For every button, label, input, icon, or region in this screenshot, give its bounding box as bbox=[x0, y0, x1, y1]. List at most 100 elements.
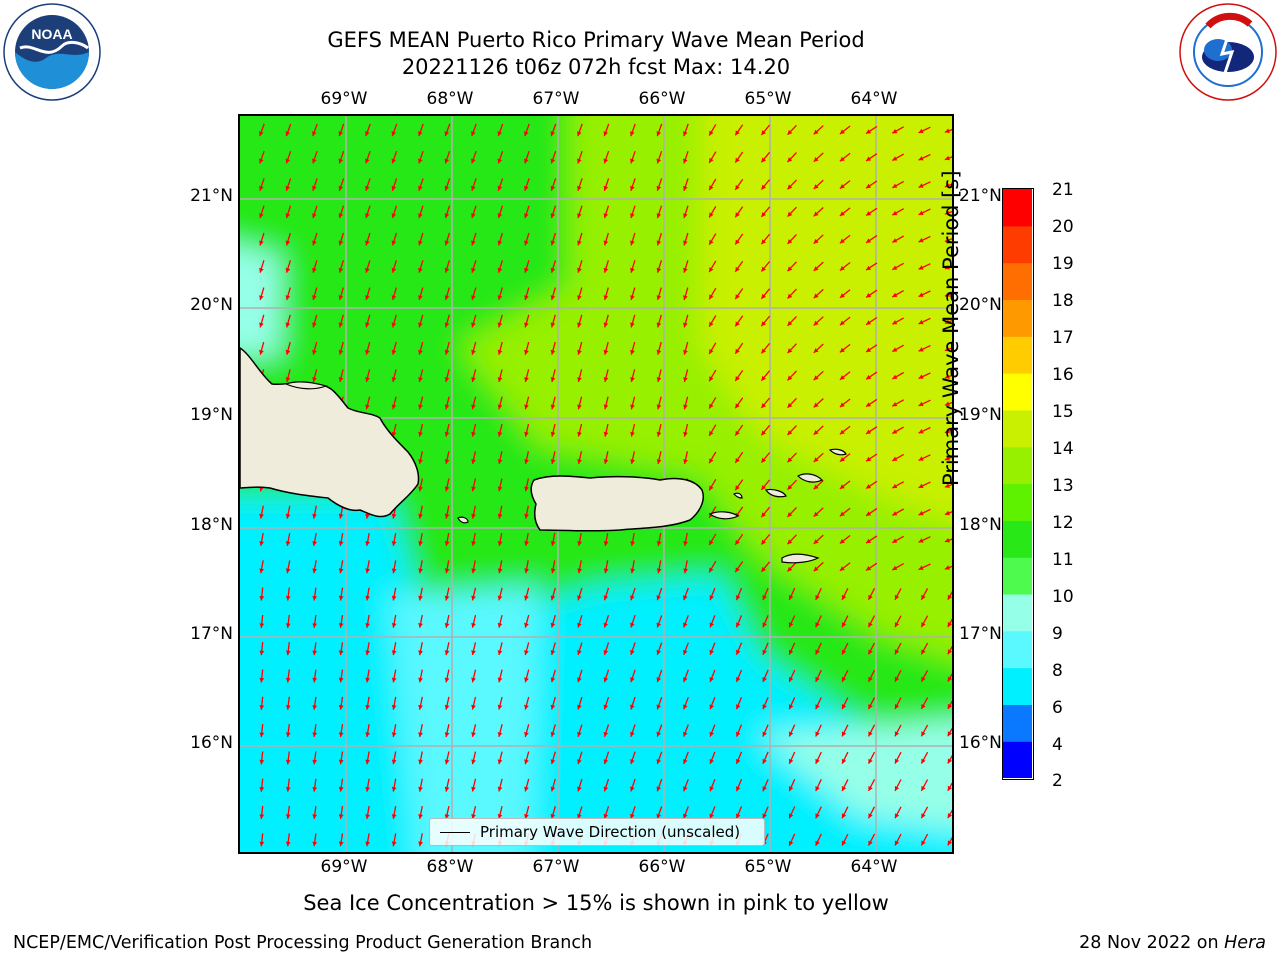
wave-arrow-head bbox=[709, 704, 714, 710]
wave-arrow-head bbox=[259, 650, 265, 656]
wave-arrow-head bbox=[577, 349, 582, 355]
wave-arrow-head bbox=[603, 158, 609, 164]
wave-arrow-head bbox=[365, 623, 370, 628]
wave-arrow-head bbox=[866, 484, 872, 489]
wave-arrow-head bbox=[471, 814, 476, 819]
wave-arrow-head bbox=[787, 430, 793, 435]
wave-arrow-head bbox=[761, 266, 766, 272]
wave-arrow-head bbox=[550, 759, 556, 765]
lon-label-bottom: 64°W bbox=[850, 857, 898, 877]
wave-arrow-head bbox=[524, 677, 529, 683]
wave-arrow-head bbox=[418, 158, 423, 164]
wave-arrow-head bbox=[947, 813, 952, 819]
wave-arrow-head bbox=[918, 265, 924, 270]
wave-arrow-head bbox=[524, 267, 529, 273]
wave-arrow-head bbox=[709, 376, 714, 382]
wave-arrow-head bbox=[577, 404, 582, 410]
wave-arrow-head bbox=[918, 538, 924, 543]
wave-arrow-head bbox=[709, 130, 714, 136]
wave-arrow-head bbox=[892, 374, 898, 379]
wave-arrow-head bbox=[656, 459, 662, 464]
wave-arrow-head bbox=[787, 321, 793, 326]
wave-arrow-head bbox=[656, 158, 662, 164]
wave-arrow-head bbox=[418, 322, 423, 328]
colorbar-tick: 19 bbox=[1052, 254, 1074, 274]
wave-arrow-head bbox=[947, 622, 952, 627]
wave-arrow-head bbox=[524, 349, 529, 355]
wave-arrow-head bbox=[259, 131, 264, 137]
wave-arrow-head bbox=[813, 184, 819, 189]
lat-label-right: 18°N bbox=[959, 515, 1002, 535]
wave-arrow-head bbox=[285, 240, 291, 246]
wave-arrow-head bbox=[868, 704, 873, 710]
wave-arrow-head bbox=[630, 431, 635, 437]
wave-arrow-head bbox=[603, 349, 609, 355]
wave-arrow-head bbox=[866, 538, 872, 544]
wave-arrow-head bbox=[550, 377, 556, 382]
wave-arrow-head bbox=[813, 129, 819, 135]
wave-arrow-head bbox=[550, 295, 556, 300]
wave-arrow-head bbox=[338, 568, 344, 574]
wave-arrow-head bbox=[630, 759, 635, 765]
wave-arrow-head bbox=[285, 623, 291, 628]
wave-arrow-head bbox=[918, 292, 924, 297]
wave-arrow-head bbox=[813, 266, 819, 271]
wave-arrow-head bbox=[285, 732, 291, 738]
wave-arrow-head bbox=[312, 568, 317, 574]
wave-arrow-head bbox=[683, 622, 688, 628]
chart-title-line2: 20221126 t06z 072h fcst Max: 14.20 bbox=[401, 55, 791, 79]
colorbar-band bbox=[1003, 409, 1032, 448]
wave-arrow-head bbox=[762, 731, 767, 737]
wave-arrow-head bbox=[815, 595, 820, 600]
wave-arrow-head bbox=[630, 786, 635, 792]
colorbar-band bbox=[1003, 225, 1032, 264]
wave-arrow-head bbox=[524, 240, 529, 246]
wave-arrow-head bbox=[787, 484, 793, 490]
wave-arrow-head bbox=[683, 595, 688, 601]
wave-arrow-head bbox=[788, 704, 794, 710]
wave-arrow-head bbox=[921, 594, 926, 600]
wave-arrow-head bbox=[365, 705, 370, 710]
wave-arrow-head bbox=[285, 213, 291, 219]
wave-arrow-head bbox=[259, 841, 265, 847]
wave-arrow-head bbox=[894, 649, 900, 655]
wave-arrow-head bbox=[259, 759, 265, 765]
wave-arrow-head bbox=[550, 677, 556, 683]
wave-arrow-head bbox=[868, 594, 873, 600]
wave-arrow-head bbox=[947, 785, 952, 791]
wave-arrow-head bbox=[418, 295, 423, 300]
lon-label-top: 66°W bbox=[638, 89, 686, 109]
wave-arrow-head bbox=[497, 814, 503, 819]
wave-arrow-head bbox=[550, 131, 555, 137]
wave-arrow-head bbox=[944, 401, 950, 406]
virgin-islands bbox=[708, 448, 847, 564]
wave-arrow-head bbox=[524, 732, 529, 737]
wave-arrow-head bbox=[471, 322, 476, 328]
wave-arrow-head bbox=[683, 185, 688, 191]
wave-arrow-head bbox=[497, 786, 503, 792]
wave-arrow-head bbox=[285, 267, 291, 273]
wave-arrow-head bbox=[656, 267, 662, 273]
wave-arrow-head bbox=[312, 295, 317, 300]
wave-arrow-head bbox=[918, 456, 924, 461]
wave-arrow-head bbox=[787, 348, 793, 354]
wave-arrow-head bbox=[735, 130, 740, 136]
sea-ice-caption: Sea Ice Concentration > 15% is shown in … bbox=[303, 891, 889, 915]
legend-label: Primary Wave Direction (unscaled) bbox=[480, 823, 741, 841]
wave-arrow-head bbox=[841, 594, 847, 600]
wave-arrow-head bbox=[444, 513, 450, 519]
wave-arrow-head bbox=[813, 157, 819, 162]
colorbar-band bbox=[1003, 189, 1032, 227]
wave-arrow-head bbox=[630, 404, 635, 410]
wave-arrow-head bbox=[762, 622, 767, 628]
wave-arrow-head bbox=[736, 704, 741, 710]
wave-arrow-head bbox=[839, 129, 845, 134]
lat-label-right: 21°N bbox=[959, 186, 1002, 206]
wave-arrow-head bbox=[444, 213, 450, 219]
wave-arrow-head bbox=[683, 541, 688, 546]
wave-arrow-head bbox=[656, 322, 662, 328]
wave-arrow-head bbox=[735, 239, 740, 245]
wave-arrow-head bbox=[918, 510, 924, 516]
wave-arrow-head bbox=[815, 731, 820, 737]
wave-arrow-head bbox=[577, 759, 582, 765]
